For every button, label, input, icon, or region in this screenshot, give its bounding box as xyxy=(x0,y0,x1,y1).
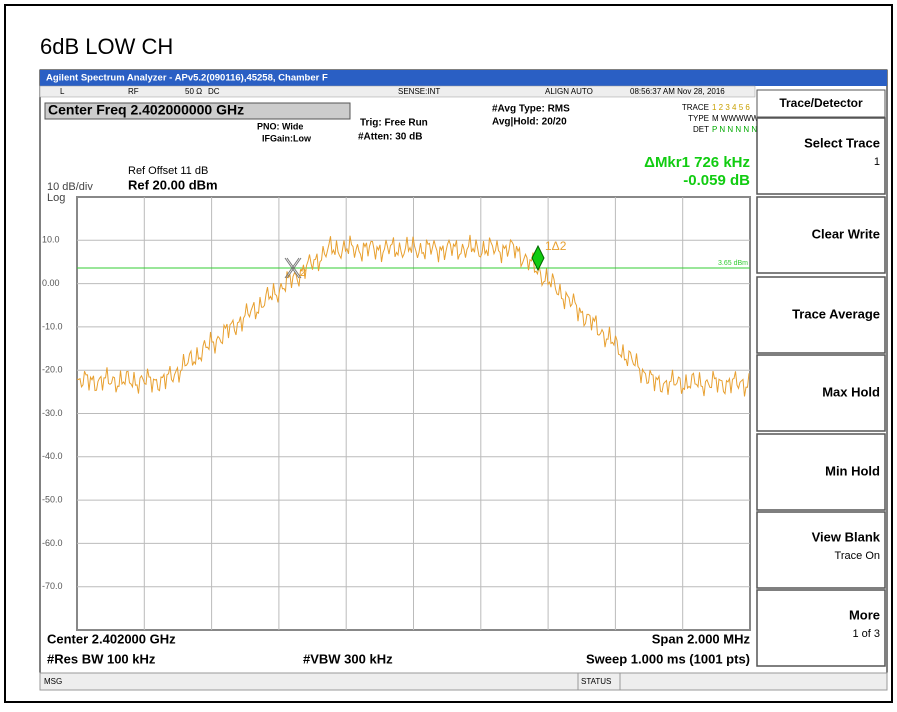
delta-amp: -0.059 dB xyxy=(683,172,750,189)
title-bar xyxy=(40,70,887,86)
softkey[interactable] xyxy=(756,511,886,589)
softkey-sub[interactable]: 1 xyxy=(874,156,880,168)
avg-type: #Avg Type: RMS xyxy=(492,104,570,115)
softkey-header-text: Trace/Detector xyxy=(779,96,863,110)
det-vals: P N N N N N xyxy=(712,125,757,134)
footer-vbw: #VBW 300 kHz xyxy=(303,651,393,666)
trace-label: TRACE xyxy=(682,103,709,112)
type-vals: M WWWWW xyxy=(712,114,759,123)
softkey-label[interactable]: View Blank xyxy=(812,529,881,544)
footer-sweep: Sweep 1.000 ms (1001 pts) xyxy=(586,651,750,666)
avg-hold: Avg|Hold: 20/20 xyxy=(492,117,567,128)
status-mode: L xyxy=(60,87,65,96)
y-label: 10.0 xyxy=(42,235,60,245)
softkey[interactable] xyxy=(756,117,886,195)
softkey-label[interactable]: Max Hold xyxy=(822,384,880,399)
pno: PNO: Wide xyxy=(257,121,303,131)
softkey[interactable] xyxy=(756,354,886,432)
ref-level: Ref 20.00 dBm xyxy=(128,177,218,192)
y-label: -20.0 xyxy=(42,365,63,375)
y-label: -50.0 xyxy=(42,494,63,504)
footer-center: Center 2.402000 GHz xyxy=(47,631,176,646)
atten: #Atten: 30 dB xyxy=(358,132,422,143)
status-impedance: 50 Ω xyxy=(185,87,202,96)
det-label: DET xyxy=(693,125,709,134)
softkey[interactable] xyxy=(756,433,886,511)
y-label: -60.0 xyxy=(42,538,63,548)
status-label: STATUS xyxy=(581,677,611,686)
ifgain: IFGain:Low xyxy=(262,133,312,143)
msg-label: MSG xyxy=(44,677,62,686)
status-datetime: 08:56:37 AM Nov 28, 2016 xyxy=(630,87,725,96)
softkey-header xyxy=(756,89,886,118)
softkey[interactable] xyxy=(756,196,886,274)
log: Log xyxy=(47,192,65,204)
ref-offset: Ref Offset 11 dB xyxy=(128,165,208,177)
y-label: 0.00 xyxy=(42,278,60,288)
message-bar xyxy=(39,672,888,691)
softkey-label[interactable]: More xyxy=(849,607,880,622)
y-label: -10.0 xyxy=(42,321,63,331)
y-label: -40.0 xyxy=(42,451,63,461)
marker-1 xyxy=(531,244,545,272)
marker-2-label: 2 xyxy=(300,267,306,279)
softkey-label[interactable]: Min Hold xyxy=(825,463,880,478)
y-label: -30.0 xyxy=(42,408,63,418)
softkey-sub[interactable]: 1 of 3 xyxy=(852,628,880,640)
type-label: TYPE xyxy=(688,114,709,123)
scale: 10 dB/div xyxy=(47,181,93,193)
softkey-sub[interactable]: Trace On xyxy=(835,550,880,562)
trace xyxy=(76,234,750,397)
softkey[interactable] xyxy=(756,589,886,667)
marker-1-label: 1Δ2 xyxy=(545,239,567,253)
y-label: -70.0 xyxy=(42,581,63,591)
trace-nums: 1 2 3 4 5 6 xyxy=(712,103,750,112)
marker-2 xyxy=(284,257,302,279)
status-row xyxy=(39,85,756,98)
softkey-label[interactable]: Select Trace xyxy=(804,135,880,150)
trig: Trig: Free Run xyxy=(360,118,428,129)
window-title: Agilent Spectrum Analyzer - APv5.2(09011… xyxy=(46,73,328,84)
display-line-label: 3.65 dBm xyxy=(718,260,748,267)
softkey[interactable] xyxy=(756,276,886,354)
center-freq-box xyxy=(44,102,351,120)
softkey-label[interactable]: Clear Write xyxy=(812,226,880,241)
center-freq: Center Freq 2.402000000 GHz xyxy=(48,102,244,118)
softkey-label[interactable]: Trace Average xyxy=(792,306,880,321)
delta-freq: ΔMkr1 726 kHz xyxy=(644,154,750,171)
status-sense: SENSE:INT xyxy=(398,87,440,96)
page-title: 6dB LOW CH xyxy=(40,34,173,59)
footer-span: Span 2.000 MHz xyxy=(652,631,751,646)
status-coupling: DC xyxy=(208,87,220,96)
footer-rbw: #Res BW 100 kHz xyxy=(47,651,156,666)
status-rf: RF xyxy=(128,87,139,96)
status-align: ALIGN AUTO xyxy=(545,87,593,96)
